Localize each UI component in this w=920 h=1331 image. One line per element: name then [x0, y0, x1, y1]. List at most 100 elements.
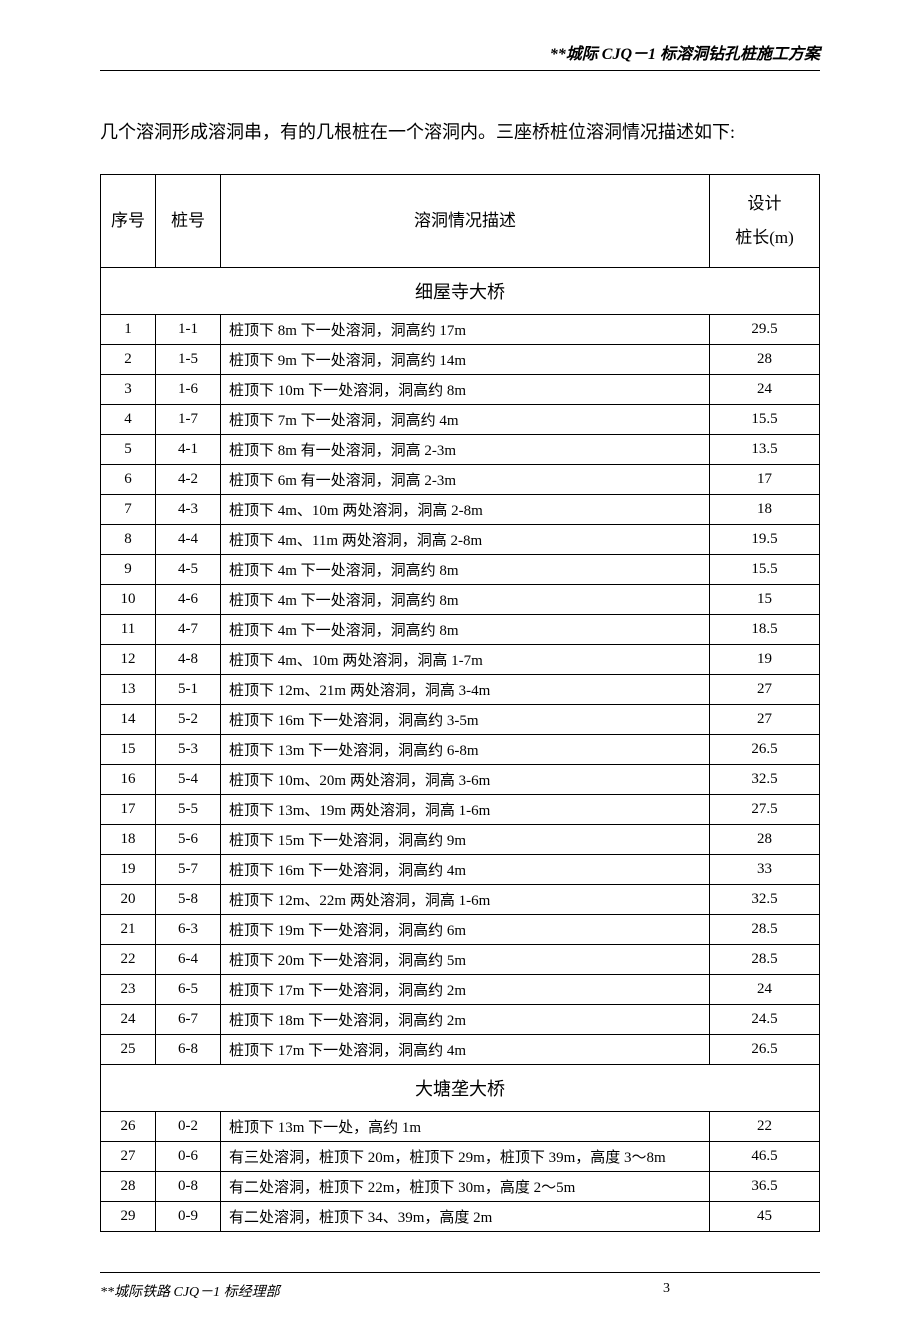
intro-paragraph: 几个溶洞形成溶洞串，有的几根桩在一个溶洞内。三座桥桩位溶洞情况描述如下: — [100, 111, 820, 154]
cell-length: 27 — [710, 675, 820, 705]
cell-seq: 2 — [101, 345, 156, 375]
cell-pile: 0-2 — [156, 1112, 221, 1142]
cell-length: 36.5 — [710, 1172, 820, 1202]
table-row: 256-8桩顶下 17m 下一处溶洞，洞高约 4m26.5 — [101, 1035, 820, 1065]
table-row: 155-3桩顶下 13m 下一处溶洞，洞高约 6-8m26.5 — [101, 735, 820, 765]
table-row: 64-2桩顶下 6m 有一处溶洞，洞高 2-3m17 — [101, 465, 820, 495]
cell-desc: 桩顶下 13m 下一处溶洞，洞高约 6-8m — [221, 735, 710, 765]
cell-pile: 4-6 — [156, 585, 221, 615]
table-row: 11-1桩顶下 8m 下一处溶洞，洞高约 17m29.5 — [101, 315, 820, 345]
cell-length: 26.5 — [710, 735, 820, 765]
cell-desc: 桩顶下 4m 下一处溶洞，洞高约 8m — [221, 555, 710, 585]
cell-desc: 桩顶下 20m 下一处溶洞，洞高约 5m — [221, 945, 710, 975]
section-title: 细屋寺大桥 — [101, 268, 820, 315]
cell-pile: 4-7 — [156, 615, 221, 645]
cell-seq: 11 — [101, 615, 156, 645]
cell-length: 32.5 — [710, 885, 820, 915]
table-row: 114-7桩顶下 4m 下一处溶洞，洞高约 8m18.5 — [101, 615, 820, 645]
cell-pile: 5-4 — [156, 765, 221, 795]
section-title-row: 细屋寺大桥 — [101, 268, 820, 315]
column-header-seq: 序号 — [101, 175, 156, 268]
cell-pile: 5-6 — [156, 825, 221, 855]
cell-desc: 桩顶下 18m 下一处溶洞，洞高约 2m — [221, 1005, 710, 1035]
table-row: 31-6桩顶下 10m 下一处溶洞，洞高约 8m24 — [101, 375, 820, 405]
cell-desc: 桩顶下 13m、19m 两处溶洞，洞高 1-6m — [221, 795, 710, 825]
column-header-desc: 溶洞情况描述 — [221, 175, 710, 268]
cell-seq: 4 — [101, 405, 156, 435]
cell-seq: 13 — [101, 675, 156, 705]
table-row: 195-7桩顶下 16m 下一处溶洞，洞高约 4m33 — [101, 855, 820, 885]
cell-seq: 14 — [101, 705, 156, 735]
cell-length: 15 — [710, 585, 820, 615]
cell-desc: 桩顶下 13m 下一处，高约 1m — [221, 1112, 710, 1142]
cell-length: 22 — [710, 1112, 820, 1142]
cell-length: 32.5 — [710, 765, 820, 795]
table-row: 185-6桩顶下 15m 下一处溶洞，洞高约 9m28 — [101, 825, 820, 855]
table-row: 226-4桩顶下 20m 下一处溶洞，洞高约 5m28.5 — [101, 945, 820, 975]
table-row: 124-8桩顶下 4m、10m 两处溶洞，洞高 1-7m19 — [101, 645, 820, 675]
cell-pile: 4-4 — [156, 525, 221, 555]
cell-seq: 24 — [101, 1005, 156, 1035]
cell-seq: 29 — [101, 1202, 156, 1232]
table-row: 74-3桩顶下 4m、10m 两处溶洞，洞高 2-8m18 — [101, 495, 820, 525]
cell-length: 15.5 — [710, 405, 820, 435]
cell-seq: 27 — [101, 1142, 156, 1172]
cell-seq: 16 — [101, 765, 156, 795]
cell-length: 18.5 — [710, 615, 820, 645]
table-row: 270-6有三处溶洞，桩顶下 20m，桩顶下 29m，桩顶下 39m，高度 3～… — [101, 1142, 820, 1172]
table-row: 246-7桩顶下 18m 下一处溶洞，洞高约 2m24.5 — [101, 1005, 820, 1035]
cell-seq: 10 — [101, 585, 156, 615]
cell-desc: 桩顶下 12m、21m 两处溶洞，洞高 3-4m — [221, 675, 710, 705]
cell-desc: 桩顶下 8m 有一处溶洞，洞高 2-3m — [221, 435, 710, 465]
cell-seq: 6 — [101, 465, 156, 495]
cell-desc: 桩顶下 17m 下一处溶洞，洞高约 2m — [221, 975, 710, 1005]
cell-seq: 9 — [101, 555, 156, 585]
table-row: 104-6桩顶下 4m 下一处溶洞，洞高约 8m15 — [101, 585, 820, 615]
cell-seq: 1 — [101, 315, 156, 345]
cell-length: 19.5 — [710, 525, 820, 555]
cell-seq: 28 — [101, 1172, 156, 1202]
cell-desc: 桩顶下 10m、20m 两处溶洞，洞高 3-6m — [221, 765, 710, 795]
cell-desc: 桩顶下 4m、11m 两处溶洞，洞高 2-8m — [221, 525, 710, 555]
cell-seq: 3 — [101, 375, 156, 405]
cell-length: 24 — [710, 375, 820, 405]
cell-desc: 桩顶下 4m 下一处溶洞，洞高约 8m — [221, 615, 710, 645]
cell-desc: 有二处溶洞，桩顶下 34、39m，高度 2m — [221, 1202, 710, 1232]
cell-pile: 4-8 — [156, 645, 221, 675]
table-row: 54-1桩顶下 8m 有一处溶洞，洞高 2-3m13.5 — [101, 435, 820, 465]
cell-length: 46.5 — [710, 1142, 820, 1172]
table-row: 175-5桩顶下 13m、19m 两处溶洞，洞高 1-6m27.5 — [101, 795, 820, 825]
cell-length: 24.5 — [710, 1005, 820, 1035]
cell-length: 28.5 — [710, 945, 820, 975]
cell-length: 28 — [710, 825, 820, 855]
cell-pile: 1-5 — [156, 345, 221, 375]
footer-left-text: **城际铁路 CJQ－1 标经理部 — [100, 1281, 280, 1301]
cell-desc: 桩顶下 10m 下一处溶洞，洞高约 8m — [221, 375, 710, 405]
cell-pile: 0-8 — [156, 1172, 221, 1202]
table-row: 145-2桩顶下 16m 下一处溶洞，洞高约 3-5m27 — [101, 705, 820, 735]
cell-length: 29.5 — [710, 315, 820, 345]
cell-pile: 4-3 — [156, 495, 221, 525]
column-header-pile: 桩号 — [156, 175, 221, 268]
cell-seq: 8 — [101, 525, 156, 555]
cell-length: 26.5 — [710, 1035, 820, 1065]
cell-length: 28 — [710, 345, 820, 375]
cell-pile: 5-1 — [156, 675, 221, 705]
table-header-row: 序号桩号溶洞情况描述设计桩长(m) — [101, 175, 820, 268]
cell-desc: 桩顶下 12m、22m 两处溶洞，洞高 1-6m — [221, 885, 710, 915]
cell-seq: 23 — [101, 975, 156, 1005]
cell-seq: 12 — [101, 645, 156, 675]
cell-pile: 5-8 — [156, 885, 221, 915]
cell-pile: 6-8 — [156, 1035, 221, 1065]
cell-pile: 5-5 — [156, 795, 221, 825]
document-header: **城际 CJQ－1 标溶洞钻孔桩施工方案 — [100, 40, 820, 71]
cell-length: 45 — [710, 1202, 820, 1232]
cell-length: 33 — [710, 855, 820, 885]
table-row: 41-7桩顶下 7m 下一处溶洞，洞高约 4m15.5 — [101, 405, 820, 435]
cell-desc: 桩顶下 4m、10m 两处溶洞，洞高 2-8m — [221, 495, 710, 525]
cell-pile: 4-2 — [156, 465, 221, 495]
cell-seq: 5 — [101, 435, 156, 465]
page-number: 3 — [663, 1281, 820, 1301]
cell-seq: 17 — [101, 795, 156, 825]
cell-length: 27 — [710, 705, 820, 735]
